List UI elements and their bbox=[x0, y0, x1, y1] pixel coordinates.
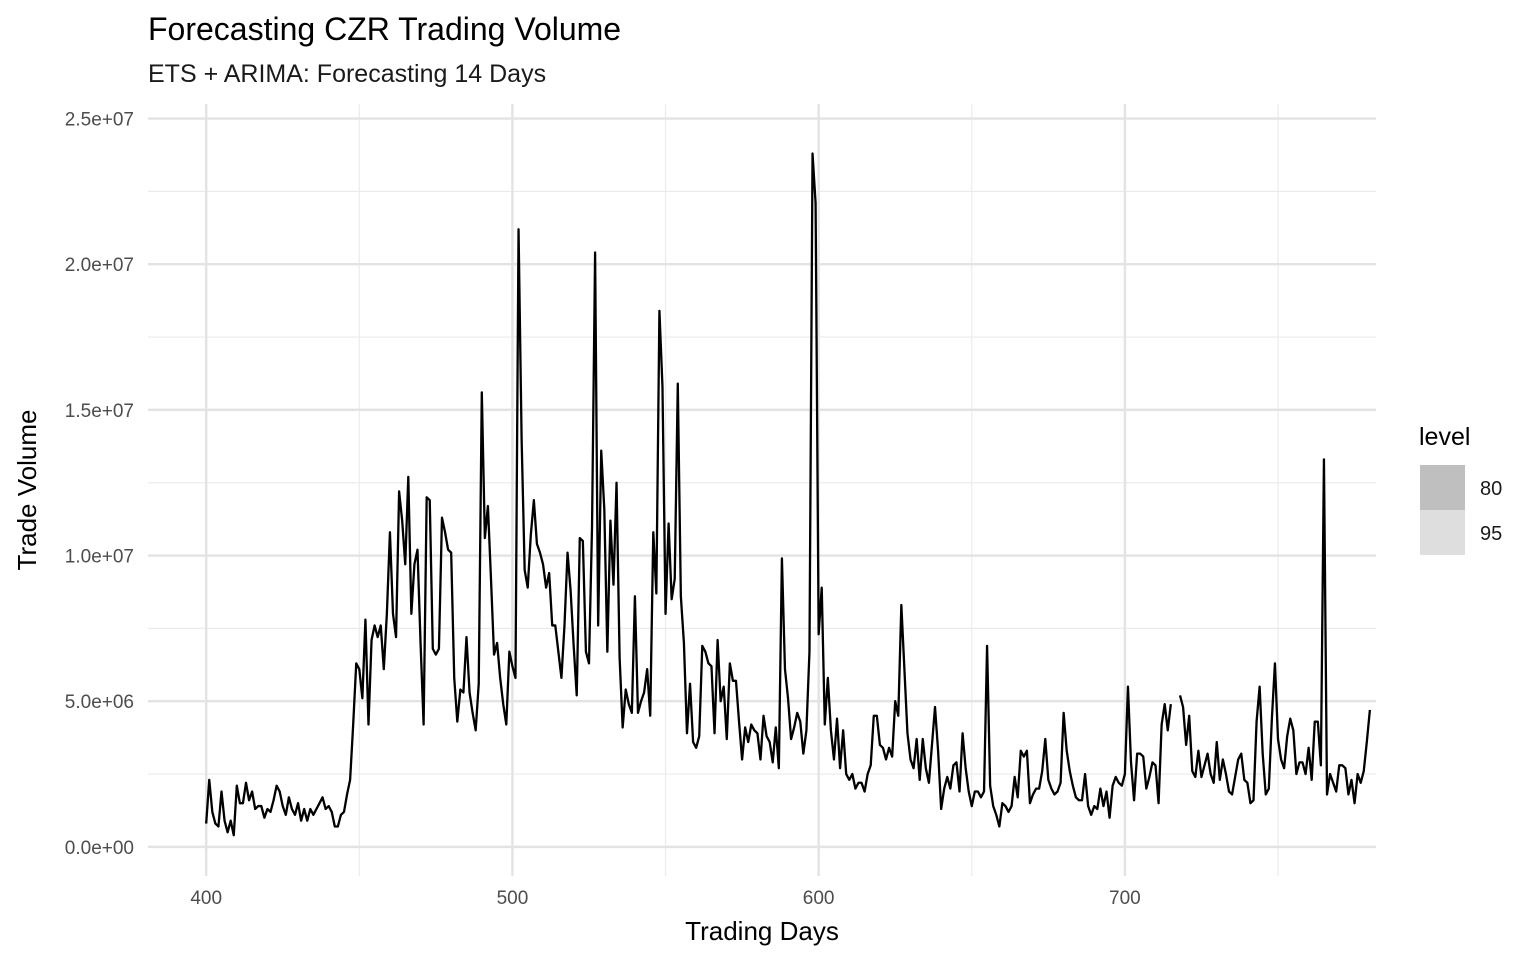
y-tick-label: 2.5e+07 bbox=[65, 110, 134, 131]
grid-minor bbox=[148, 104, 1376, 876]
x-tick-label: 600 bbox=[803, 888, 835, 909]
legend-title: level bbox=[1419, 423, 1470, 451]
y-tick-label: 1.5e+07 bbox=[65, 401, 134, 422]
legend-label: 95 bbox=[1480, 523, 1502, 545]
y-tick-label: 0.0e+00 bbox=[65, 838, 134, 859]
x-axis-ticks: 400 500 600 700 bbox=[190, 888, 1140, 909]
series-layer bbox=[205, 152, 1372, 837]
legend-label: 80 bbox=[1480, 478, 1502, 500]
y-axis-ticks: 0.0e+00 5.0e+06 1.0e+07 1.5e+07 2.0e+07 2.5e+… bbox=[65, 110, 134, 859]
chart-title: Forecasting CZR Trading Volume bbox=[148, 11, 621, 47]
x-tick-label: 700 bbox=[1109, 888, 1141, 909]
y-tick-label: 2.0e+07 bbox=[65, 255, 134, 276]
x-tick-label: 400 bbox=[190, 888, 222, 909]
legend-swatch bbox=[1420, 465, 1465, 510]
y-tick-label: 1.0e+07 bbox=[65, 547, 134, 568]
series-line bbox=[1178, 458, 1372, 805]
series-line bbox=[205, 152, 1172, 837]
legend: level 80 95 bbox=[1419, 423, 1502, 555]
x-tick-label: 500 bbox=[497, 888, 529, 909]
legend-swatch bbox=[1420, 510, 1465, 555]
x-axis-title: Trading Days bbox=[685, 916, 839, 946]
chart-subtitle: ETS + ARIMA: Forecasting 14 Days bbox=[148, 60, 546, 88]
y-axis-title: Trade Volume bbox=[12, 410, 42, 571]
y-tick-label: 5.0e+06 bbox=[65, 692, 134, 713]
